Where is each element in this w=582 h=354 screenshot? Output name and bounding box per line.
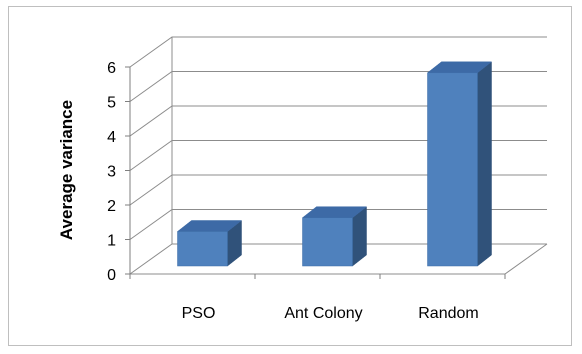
y-tick-labels: 0 1 2 3 4 5 6 [107, 60, 116, 284]
bars [176, 61, 493, 267]
bar-front-face [177, 231, 228, 267]
bar-pso [176, 219, 243, 267]
y-axis-label: Average variance [57, 100, 76, 240]
x-tick-label: PSO [182, 305, 216, 322]
y-tick-label: 6 [107, 60, 116, 77]
y-tick-label: 1 [107, 233, 116, 250]
y-tick-label: 5 [107, 95, 116, 112]
x-tick-label: Ant Colony [284, 305, 362, 322]
bar-front-face [427, 72, 478, 267]
bar-random [426, 61, 493, 267]
y-tick-label: 4 [107, 129, 116, 146]
axes [125, 37, 506, 279]
x-tick-label: Random [418, 305, 478, 322]
y-tick-label: 3 [107, 164, 116, 181]
bar-front-face [302, 217, 353, 267]
x-tick-labels: PSO Ant Colony Random [182, 305, 479, 322]
y-tick-label: 2 [107, 198, 116, 215]
bar-side-face [477, 61, 492, 267]
y-tick-label: 0 [107, 267, 116, 284]
bar-ant-colony [301, 206, 368, 267]
